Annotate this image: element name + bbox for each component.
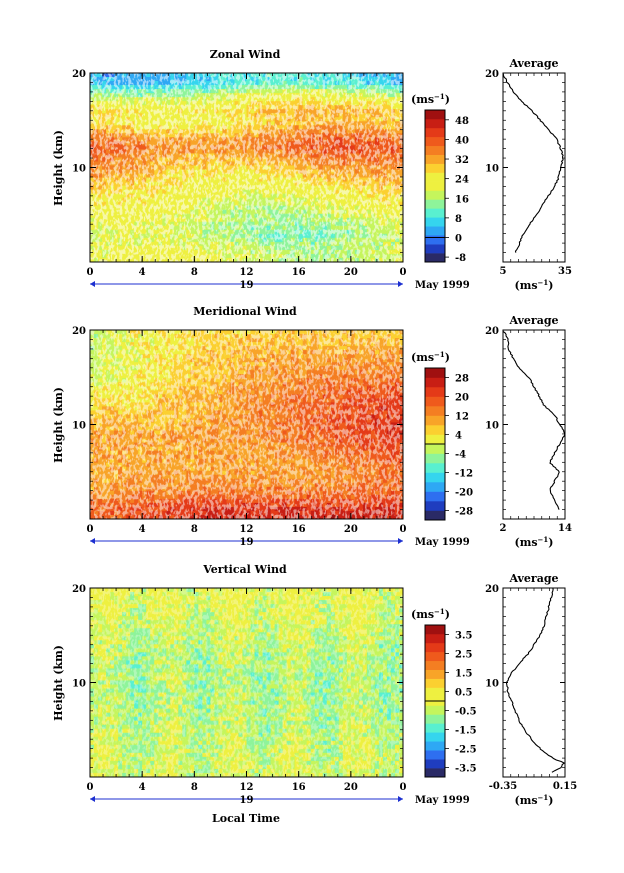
average-profile: Average 20 10 5 35 (ms−1) bbox=[485, 57, 572, 292]
colorbar-swatch bbox=[425, 145, 445, 155]
average-y-tick-label: 10 bbox=[485, 164, 499, 175]
panel-title: Meridional Wind bbox=[193, 305, 297, 318]
colorbar-tick-label: 24 bbox=[455, 175, 469, 186]
colorbar-swatch bbox=[425, 208, 445, 218]
y-tick-label: 20 bbox=[72, 69, 86, 80]
month-label: May 1999 bbox=[415, 280, 470, 291]
average-x-tick-label: 5 bbox=[500, 266, 507, 277]
average-y-tick-label: 20 bbox=[485, 69, 499, 80]
date-arrow-right-icon bbox=[398, 281, 403, 287]
x-tick-label: 16 bbox=[292, 267, 306, 278]
colorbar-swatch bbox=[425, 127, 445, 138]
x-tick-label: 12 bbox=[240, 267, 254, 278]
colorbar-frame bbox=[424, 109, 446, 263]
date-arrow-left-icon bbox=[90, 281, 95, 287]
noise-gaps bbox=[90, 73, 403, 262]
y-axis-label: Height (km) bbox=[52, 130, 65, 206]
x-tick-label: 0 bbox=[87, 267, 94, 278]
date-label: 19 bbox=[240, 280, 254, 291]
colorbar-swatch bbox=[425, 181, 445, 191]
colorbar-swatch bbox=[425, 226, 445, 236]
colorbar-swatch bbox=[425, 199, 445, 209]
colorbar-swatch bbox=[425, 217, 445, 227]
colorbar-swatch bbox=[425, 136, 445, 147]
panel-title: Zonal Wind bbox=[210, 48, 281, 61]
colorbar-tick-label: 8 bbox=[455, 214, 462, 225]
colorbar-unit: (ms−1) bbox=[411, 92, 450, 106]
colorbar-swatch bbox=[425, 235, 445, 245]
colorbar-unit-exponent: −1 bbox=[434, 92, 445, 101]
x-tick-label: 4 bbox=[139, 267, 146, 278]
colorbar: (ms−1) 48 40 32 24 16 8 0 -8 bbox=[411, 92, 469, 264]
x-tick-label: 0 bbox=[400, 267, 407, 278]
x-tick-label: 8 bbox=[191, 267, 198, 278]
colorbar-swatch bbox=[425, 190, 445, 200]
colorbar-swatch bbox=[425, 163, 445, 173]
colorbar-swatch bbox=[425, 118, 445, 129]
x-tick-label: 20 bbox=[344, 267, 358, 278]
y-tick-label: 10 bbox=[72, 164, 86, 175]
colorbar-swatch bbox=[425, 244, 445, 254]
average-title: Average bbox=[508, 57, 558, 70]
average-x-label-exponent: −1 bbox=[538, 278, 549, 287]
colorbar-unit-close: ) bbox=[445, 93, 450, 106]
average-frame bbox=[502, 72, 566, 263]
colorbar-tick-label: -8 bbox=[455, 253, 466, 264]
colorbar-tick-label: 40 bbox=[455, 135, 469, 146]
colorbar-tick-label: 32 bbox=[455, 155, 469, 166]
average-x-label: (ms−1) bbox=[514, 278, 553, 292]
average-x-tick-label: 35 bbox=[558, 266, 572, 277]
colorbar-tick-label: 16 bbox=[455, 194, 469, 205]
average-profile-line bbox=[502, 72, 564, 253]
colorbar-swatch bbox=[425, 253, 445, 263]
colorbar-swatch bbox=[425, 110, 445, 120]
colorbar-swatch bbox=[425, 172, 445, 182]
average-x-label-close: ) bbox=[548, 279, 553, 292]
colorbar-tick-label: 48 bbox=[455, 116, 469, 127]
colorbar-swatch bbox=[425, 154, 445, 164]
colorbar-tick-label: 0 bbox=[455, 233, 462, 244]
